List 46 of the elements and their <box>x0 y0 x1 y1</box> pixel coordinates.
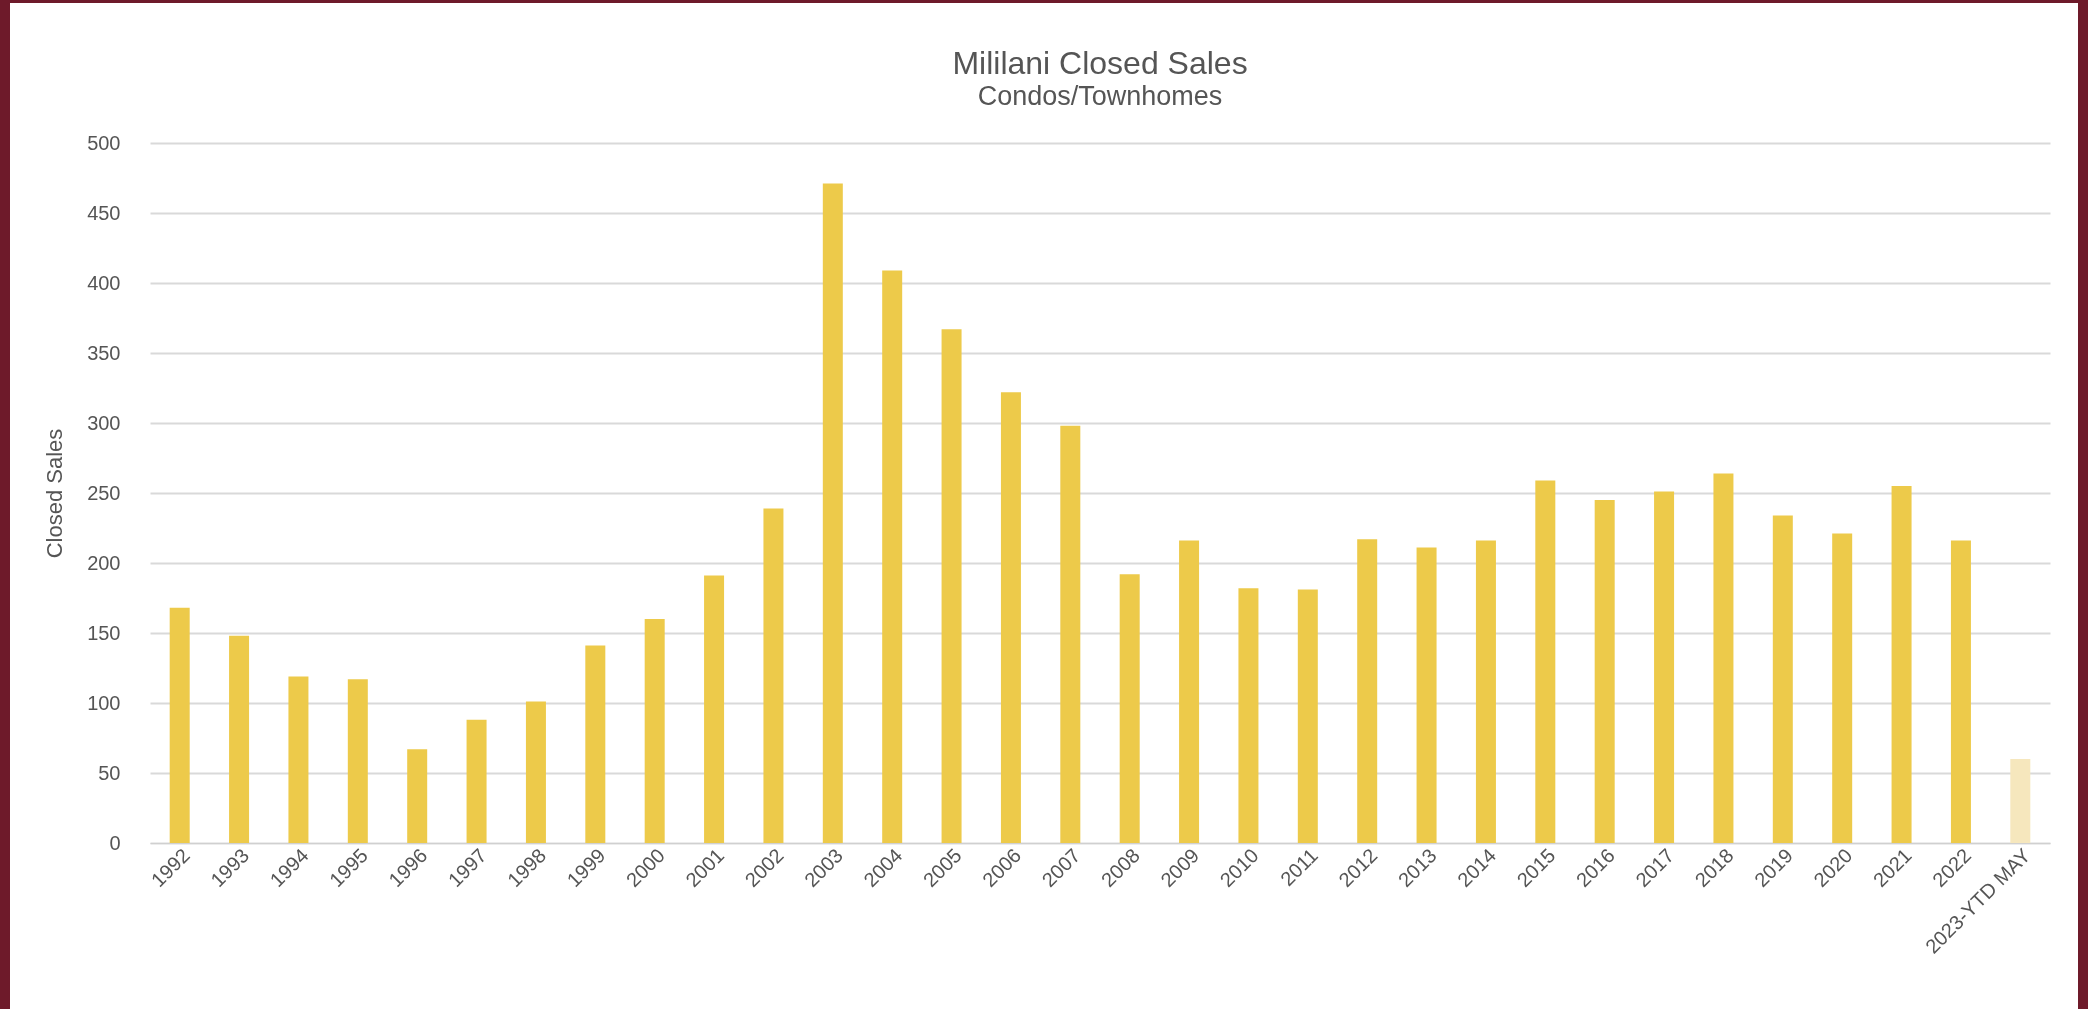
y-tick-label: 500 <box>87 131 121 154</box>
bar <box>1832 533 1853 843</box>
y-tick-label: 200 <box>87 551 121 574</box>
bar <box>1594 500 1615 843</box>
bar <box>882 270 903 843</box>
y-tick-label: 450 <box>87 201 121 224</box>
bar <box>1654 491 1675 843</box>
bar <box>466 719 487 843</box>
bar <box>585 645 606 843</box>
bar <box>1535 480 1556 843</box>
bar <box>1772 515 1793 843</box>
bar <box>2010 759 2031 843</box>
bar <box>1357 539 1378 843</box>
bar <box>822 183 843 843</box>
bar <box>407 749 428 843</box>
bar <box>1297 589 1318 843</box>
y-tick-label: 300 <box>87 411 121 434</box>
bar <box>704 575 725 843</box>
bar <box>941 329 962 843</box>
bar <box>1713 473 1734 843</box>
y-tick-label: 150 <box>87 621 121 644</box>
bar <box>1238 588 1259 843</box>
bar <box>1119 574 1140 843</box>
bar <box>1060 425 1081 843</box>
y-tick-label: 0 <box>109 831 121 854</box>
y-tick-label: 100 <box>87 691 121 714</box>
bar <box>525 701 546 843</box>
bar <box>229 635 250 843</box>
bar <box>347 679 368 843</box>
bar <box>1950 540 1971 843</box>
y-tick-label: 400 <box>87 271 121 294</box>
bar <box>1000 392 1021 843</box>
chart-subtitle: Condos/Townhomes <box>977 81 1223 111</box>
bar <box>763 508 784 843</box>
bar <box>288 676 309 843</box>
bar <box>169 607 190 843</box>
y-tick-label: 350 <box>87 341 121 364</box>
y-tick-label: 250 <box>87 481 121 504</box>
y-tick-label: 50 <box>98 761 121 784</box>
chart-title: Mililani Closed Sales <box>952 45 1248 81</box>
bar <box>1891 486 1912 843</box>
bar <box>1179 540 1200 843</box>
bar <box>1475 540 1496 843</box>
y-axis-title: Closed Sales <box>42 428 68 559</box>
bar <box>1416 547 1437 843</box>
bar <box>644 619 665 843</box>
